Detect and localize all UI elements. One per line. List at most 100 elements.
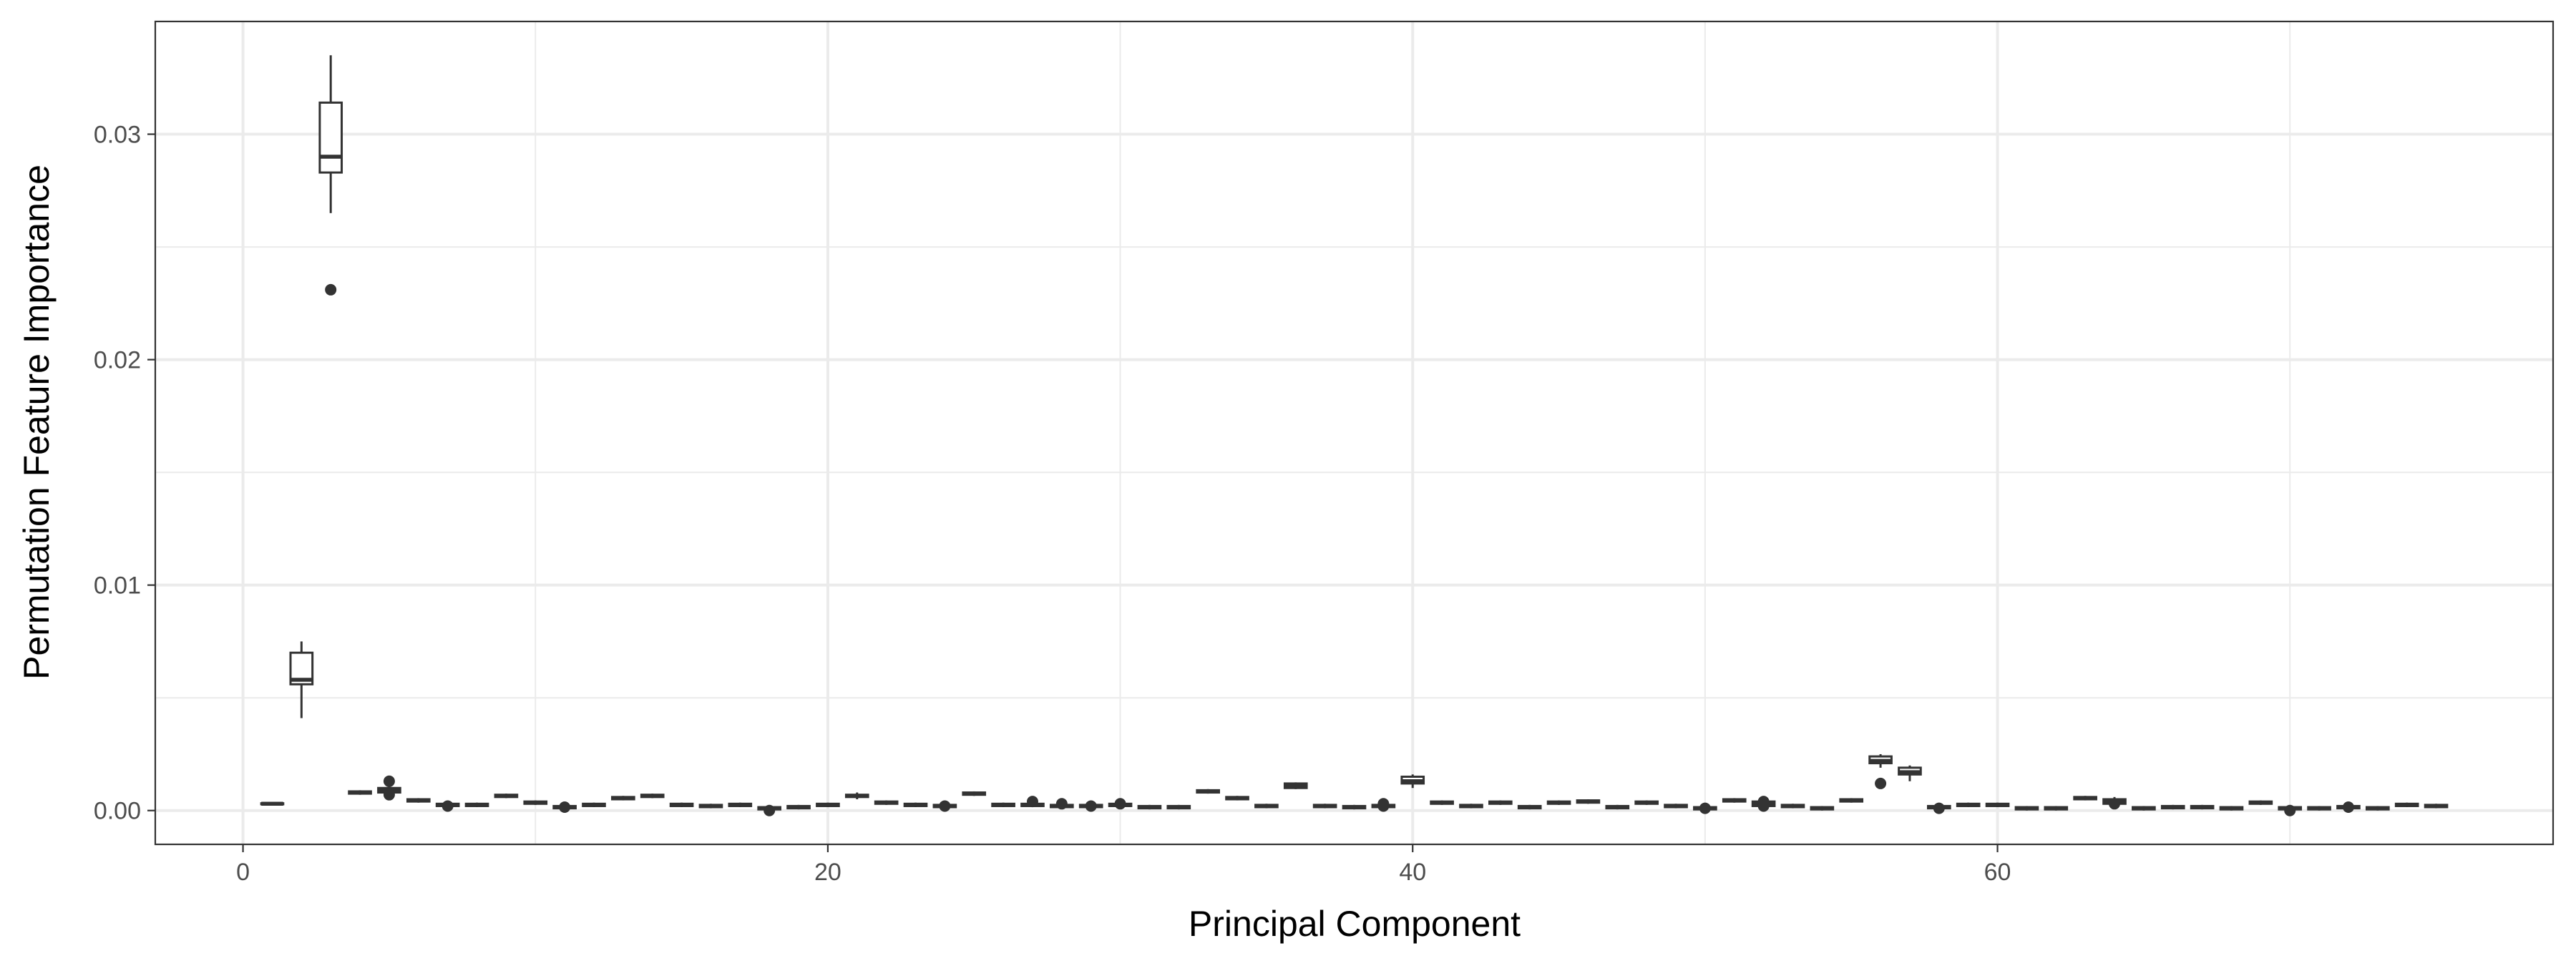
box-pc-17 — [728, 802, 753, 808]
box-pc-7 — [435, 800, 460, 812]
box-pc-12 — [582, 802, 606, 808]
box-pc-74 — [2394, 802, 2419, 808]
box-pc-1 — [260, 801, 285, 806]
box-pc-56 — [1868, 753, 1893, 789]
box-pc-28 — [1050, 798, 1074, 810]
box-pc-72 — [2336, 801, 2361, 814]
y-tick-label: 0.02 — [94, 347, 141, 374]
grid-minor — [155, 21, 2553, 844]
box-pc-55 — [1839, 798, 1864, 803]
grid-major — [155, 21, 2553, 844]
box-pc-5 — [377, 775, 401, 801]
box-pc-14 — [640, 794, 665, 799]
outlier-point — [1875, 777, 1887, 789]
box-pc-35 — [1254, 804, 1279, 809]
outlier-point — [1933, 802, 1945, 814]
box-pc-23 — [903, 802, 928, 808]
box-pc-41 — [1430, 800, 1454, 805]
box-layer — [260, 55, 2449, 816]
box-pc-22 — [874, 800, 899, 805]
box-pc-10 — [523, 800, 548, 805]
box-pc-66 — [2160, 804, 2185, 810]
axis-tick-labels: 0 20 40 60 0.00 0.01 0.02 0.03 — [94, 122, 2011, 886]
box-pc-30 — [1108, 798, 1133, 810]
outlier-point — [2109, 798, 2121, 810]
box-pc-19 — [786, 804, 811, 810]
box-pc-53 — [1780, 804, 1805, 809]
box-pc-15 — [669, 802, 694, 808]
box-pc-6 — [406, 798, 431, 803]
panel-border — [154, 20, 2555, 846]
box-pc-4 — [348, 790, 372, 795]
box-pc-58 — [1926, 802, 1951, 814]
box-pc-39 — [1371, 798, 1396, 812]
y-tick-label: 0.00 — [94, 798, 141, 825]
outlier-point — [1026, 796, 1038, 808]
box-pc-31 — [1137, 804, 1162, 810]
box-pc-25 — [962, 791, 987, 796]
box-pc-75 — [2424, 804, 2449, 809]
box-pc-26 — [991, 802, 1015, 808]
box-pc-68 — [2219, 806, 2244, 811]
box-pc-61 — [2014, 806, 2039, 811]
box-pc-73 — [2365, 806, 2390, 811]
box-pc-9 — [494, 794, 519, 799]
box-pc-18 — [757, 804, 782, 816]
outlier-point — [559, 801, 571, 814]
x-tick-label: 20 — [814, 859, 841, 886]
box-pc-69 — [2248, 800, 2273, 805]
y-tick-label: 0.03 — [94, 122, 141, 149]
box-pc-33 — [1196, 789, 1220, 794]
box-iqr — [318, 101, 343, 174]
box-pc-60 — [1985, 802, 2010, 808]
box-pc-37 — [1312, 804, 1337, 809]
outlier-point — [2342, 801, 2354, 814]
outlier-point — [1699, 802, 1711, 814]
box-pc-34 — [1225, 796, 1249, 801]
box-pc-44 — [1517, 804, 1542, 810]
box-pc-51 — [1722, 798, 1747, 803]
box-pc-64 — [2102, 796, 2127, 810]
outlier-point — [1055, 798, 1068, 810]
box-pc-65 — [2132, 806, 2156, 811]
box-pc-32 — [1166, 804, 1191, 810]
box-pc-8 — [464, 802, 489, 808]
x-tick-label: 60 — [1984, 859, 2011, 886]
box-pc-29 — [1078, 800, 1103, 812]
outlier-point — [1085, 800, 1097, 812]
box-pc-45 — [1546, 800, 1571, 805]
box-pc-27 — [1020, 796, 1045, 808]
outlier-point — [1757, 800, 1770, 812]
box-pc-3 — [318, 55, 343, 296]
box-pc-24 — [932, 800, 957, 812]
box-pc-36 — [1283, 782, 1308, 789]
axis-ticks — [147, 133, 1999, 852]
outlier-point — [939, 800, 951, 812]
box-pc-54 — [1810, 806, 1835, 811]
box-pc-13 — [611, 796, 635, 801]
box-pc-38 — [1342, 804, 1367, 810]
outlier-point — [1114, 798, 1126, 810]
box-pc-2 — [289, 641, 314, 718]
outlier-point — [325, 283, 337, 296]
box-pc-48 — [1634, 800, 1659, 805]
box-pc-42 — [1459, 804, 1483, 809]
box-pc-16 — [698, 804, 723, 809]
box-pc-46 — [1576, 799, 1601, 804]
box-pc-57 — [1898, 765, 1922, 781]
box-pc-70 — [2278, 804, 2303, 816]
box-pc-20 — [816, 802, 840, 808]
box-pc-52 — [1751, 796, 1776, 812]
box-pc-40 — [1400, 774, 1425, 789]
box-pc-43 — [1488, 800, 1513, 805]
outlier-point — [441, 800, 454, 812]
box-pc-71 — [2307, 806, 2331, 811]
outlier-point — [1377, 800, 1390, 812]
x-axis-title: Principal Component — [1189, 904, 1521, 944]
outlier-point — [2284, 804, 2296, 816]
outlier-point — [383, 775, 395, 787]
x-tick-label: 40 — [1399, 859, 1426, 886]
outlier-point — [763, 804, 776, 816]
box-pc-62 — [2044, 806, 2069, 811]
